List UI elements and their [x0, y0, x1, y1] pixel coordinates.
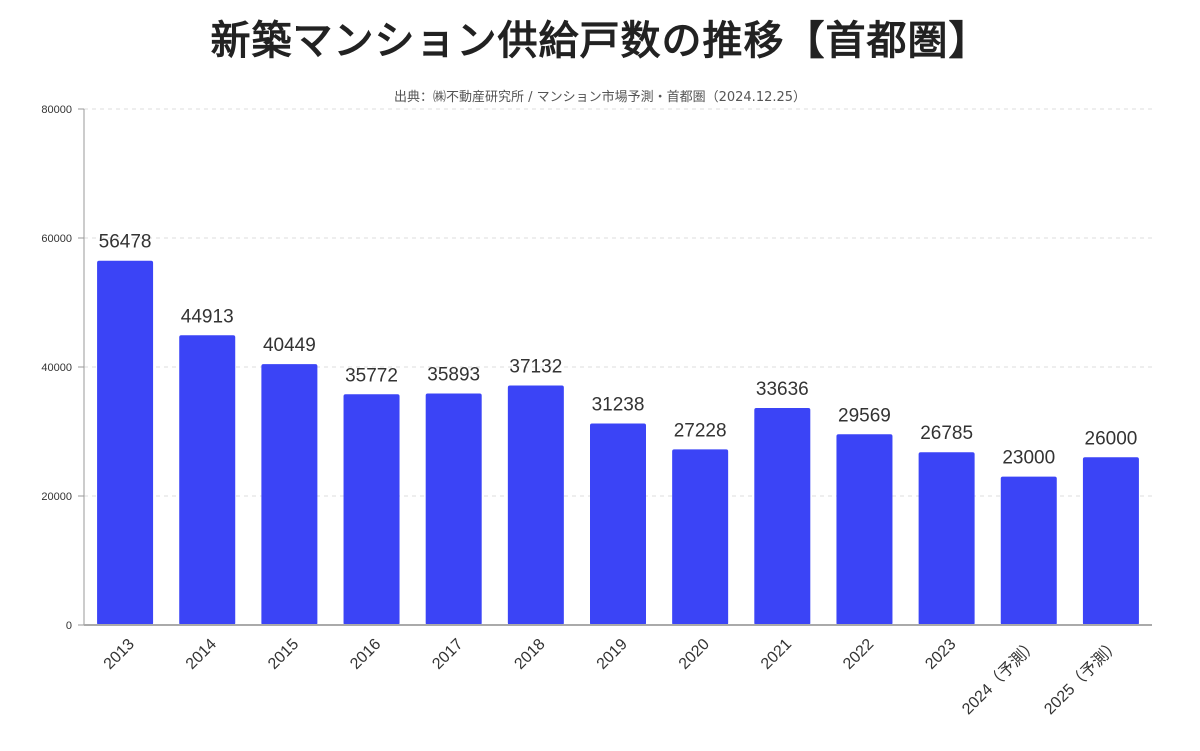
bar — [97, 260, 154, 625]
y-tick-label: 20000 — [41, 491, 72, 503]
bar — [754, 408, 811, 625]
x-tick-label: 2018 — [511, 636, 548, 673]
data-label: 40449 — [263, 335, 316, 356]
data-label: 56478 — [99, 232, 152, 253]
y-tick-label: 60000 — [41, 233, 72, 245]
x-tick-label: 2016 — [347, 636, 384, 673]
data-label: 23000 — [1002, 448, 1055, 469]
data-label: 29569 — [838, 405, 891, 426]
y-tick-label: 80000 — [41, 104, 72, 116]
bar — [261, 364, 318, 625]
data-label: 35772 — [345, 365, 398, 386]
x-tick-label: 2025（予測） — [1041, 635, 1124, 718]
data-label: 44913 — [181, 306, 234, 327]
bar — [179, 335, 236, 625]
x-tick-label: 2013 — [101, 636, 138, 673]
x-tick-label: 2024（予測） — [958, 635, 1041, 718]
y-tick-label: 0 — [66, 620, 72, 632]
y-tick-label: 40000 — [41, 362, 72, 374]
data-label: 26785 — [920, 423, 973, 444]
bar — [1000, 476, 1057, 625]
x-tick-label: 2021 — [758, 636, 795, 673]
data-label: 35893 — [427, 364, 480, 385]
data-label: 37132 — [509, 356, 562, 377]
x-tick-label: 2017 — [429, 636, 466, 673]
chart-title: 新築マンション供給戸数の推移【首都圏】 — [210, 18, 990, 64]
x-tick-label: 2022 — [840, 636, 877, 673]
bar — [836, 434, 893, 625]
chart-subtitle: 出典：㈱不動産研究所 / マンション市場予測・首都圏（2024.12.25） — [393, 90, 807, 105]
data-label: 27228 — [674, 420, 727, 441]
x-tick-label: 2020 — [676, 636, 713, 673]
x-tick-label: 2023 — [922, 636, 959, 673]
bar — [343, 394, 400, 625]
bar — [590, 423, 646, 625]
bar — [918, 452, 975, 625]
bar — [1082, 457, 1139, 625]
x-tick-label: 2014 — [183, 636, 220, 673]
x-tick-label: 2015 — [265, 636, 302, 673]
data-label: 33636 — [756, 379, 809, 400]
data-label: 31238 — [592, 395, 645, 416]
bar — [672, 449, 729, 625]
x-tick-label: 2019 — [594, 636, 631, 673]
data-label: 26000 — [1085, 428, 1138, 449]
bar — [425, 393, 482, 625]
bar — [507, 385, 564, 625]
